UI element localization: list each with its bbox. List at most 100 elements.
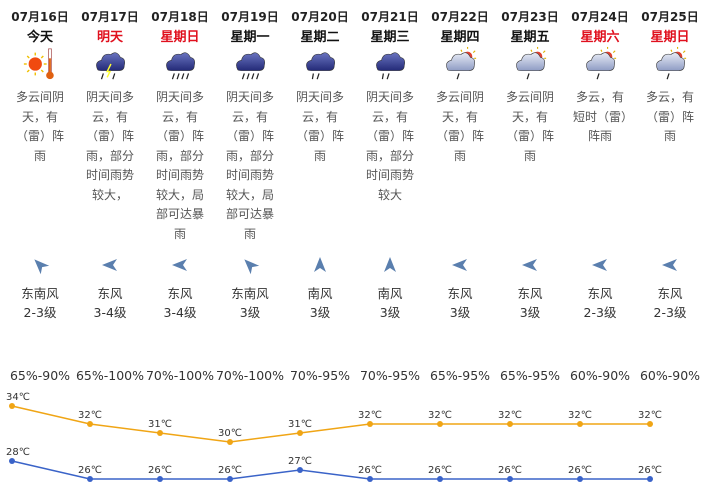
wind-direction-icon — [662, 259, 677, 271]
weekday-label: 星期日 — [650, 30, 690, 45]
series-line — [11, 460, 650, 480]
humidity: 70%-100% — [145, 368, 215, 383]
date-label: 07月19日 — [221, 10, 279, 24]
temperature-label: 26℃ — [638, 465, 662, 476]
partly-cloudy-shower-icon — [656, 46, 687, 80]
date-label: 07月21日 — [361, 10, 419, 24]
wind-direction: 东风 — [97, 286, 123, 301]
data-point — [297, 467, 303, 473]
wind-level: 3级 — [309, 305, 331, 320]
data-point — [227, 476, 233, 482]
wind-direction-icon — [314, 257, 326, 272]
temperature-label: 26℃ — [148, 465, 172, 476]
wind-direction: 东风 — [447, 286, 473, 301]
rain-icon — [376, 52, 405, 80]
humidity: 70%-100% — [215, 368, 285, 383]
wind-direction-icon — [592, 259, 607, 271]
wind-direction: 南风 — [377, 286, 403, 301]
partly-cloudy-shower-icon — [516, 46, 547, 80]
weather-description: 阴天间多云，有（雷）阵雨，部分时间雨势较大，局部可达暴雨 — [225, 90, 274, 241]
data-point — [9, 403, 15, 409]
humidity: 70%-95% — [359, 368, 421, 383]
data-point — [437, 476, 443, 482]
wind-direction-icon — [102, 259, 117, 271]
data-point — [507, 421, 513, 427]
weather-description: 多云间阴天，有（雷）阵雨 — [505, 90, 554, 163]
temperature-label: 31℃ — [148, 419, 172, 430]
data-point — [87, 421, 93, 427]
weekday-label: 星期四 — [440, 30, 480, 45]
thunderstorm-icon — [96, 52, 125, 80]
temperature-label: 27℃ — [288, 456, 312, 467]
temperature-label: 32℃ — [498, 410, 522, 421]
date-label: 07月24日 — [571, 10, 629, 24]
wind-level: 3级 — [239, 305, 261, 320]
wind-level: 3-4级 — [163, 305, 197, 320]
temperature-label: 30℃ — [218, 428, 242, 439]
date-label: 07月20日 — [291, 10, 349, 24]
temperature-label: 32℃ — [428, 410, 452, 421]
wind-level: 3级 — [449, 305, 471, 320]
temperature-label: 32℃ — [568, 410, 592, 421]
data-point — [647, 476, 653, 482]
temperature-label: 28℃ — [6, 447, 30, 458]
temperature-label: 32℃ — [78, 410, 102, 421]
humidity: 65%-95% — [429, 368, 491, 383]
temperature-label: 34℃ — [6, 392, 30, 403]
weather-description: 多云间阴天，有（雷）阵雨 — [435, 90, 484, 163]
data-point — [577, 476, 583, 482]
wind-level: 3级 — [519, 305, 541, 320]
humidity: 70%-95% — [289, 368, 351, 383]
data-point — [227, 439, 233, 445]
weather-description: 阴天间多云，有（雷）阵雨，部分时间雨势较大，局部可达暴雨 — [155, 90, 204, 241]
heavy-rain-icon — [236, 52, 265, 80]
wind-direction: 南风 — [307, 286, 333, 301]
heavy-rain-icon — [166, 52, 195, 80]
wind-direction: 东风 — [517, 286, 543, 301]
data-point — [507, 476, 513, 482]
weather-description: 多云，有（雷）阵雨 — [645, 90, 694, 143]
data-point — [157, 476, 163, 482]
weather-description: 多云，有短时（雷）阵雨 — [572, 90, 627, 143]
weekday-label: 星期六 — [580, 30, 620, 45]
temperature-label: 26℃ — [78, 465, 102, 476]
weekday-label: 星期三 — [370, 30, 410, 45]
data-point — [647, 421, 653, 427]
series-line — [11, 405, 650, 443]
data-point — [157, 430, 163, 436]
wind-direction: 东风 — [657, 286, 683, 301]
date-label: 07月22日 — [431, 10, 489, 24]
weekday-label: 明天 — [96, 30, 123, 45]
humidity: 65%-95% — [499, 368, 561, 383]
wind-direction-icon — [384, 257, 396, 272]
date-label: 07月23日 — [501, 10, 559, 24]
wind-direction-icon — [172, 259, 187, 271]
data-point — [437, 421, 443, 427]
weather-description: 阴天间多云，有（雷）阵雨，部分时间雨势较大 — [365, 90, 414, 202]
data-point — [9, 458, 15, 464]
humidity: 60%-90% — [569, 368, 631, 383]
wind-level: 3级 — [379, 305, 401, 320]
data-point — [297, 430, 303, 436]
temperature-label: 26℃ — [218, 465, 242, 476]
temperature-chart: 34℃ 32℃ 31℃ 30℃ 31℃ 32℃ 32℃ 32℃ 32℃ 32℃ 28℃ 26℃ 26℃ 2… — [6, 392, 662, 482]
wind-direction-icon — [522, 259, 537, 271]
rain-icon — [306, 52, 335, 80]
weekday-label: 星期五 — [510, 30, 550, 45]
weekday-label: 星期日 — [160, 30, 200, 45]
wind-direction: 东风 — [587, 286, 613, 301]
temperature-label: 32℃ — [638, 410, 662, 421]
weekday-label: 今天 — [26, 30, 53, 45]
wind-level: 2-3级 — [583, 305, 617, 320]
temperature-label: 26℃ — [568, 465, 592, 476]
weather-description: 阴天间多云，有（雷）阵雨，部分时间雨势较大， — [85, 90, 134, 202]
date-label: 07月25日 — [641, 10, 699, 24]
date-label: 07月17日 — [81, 10, 139, 24]
humidity: 60%-90% — [639, 368, 701, 383]
temperature-label: 26℃ — [498, 465, 522, 476]
data-point — [367, 421, 373, 427]
date-label: 07月18日 — [151, 10, 209, 24]
wind-level: 2-3级 — [653, 305, 687, 320]
wind-direction: 东南风 — [231, 286, 269, 301]
